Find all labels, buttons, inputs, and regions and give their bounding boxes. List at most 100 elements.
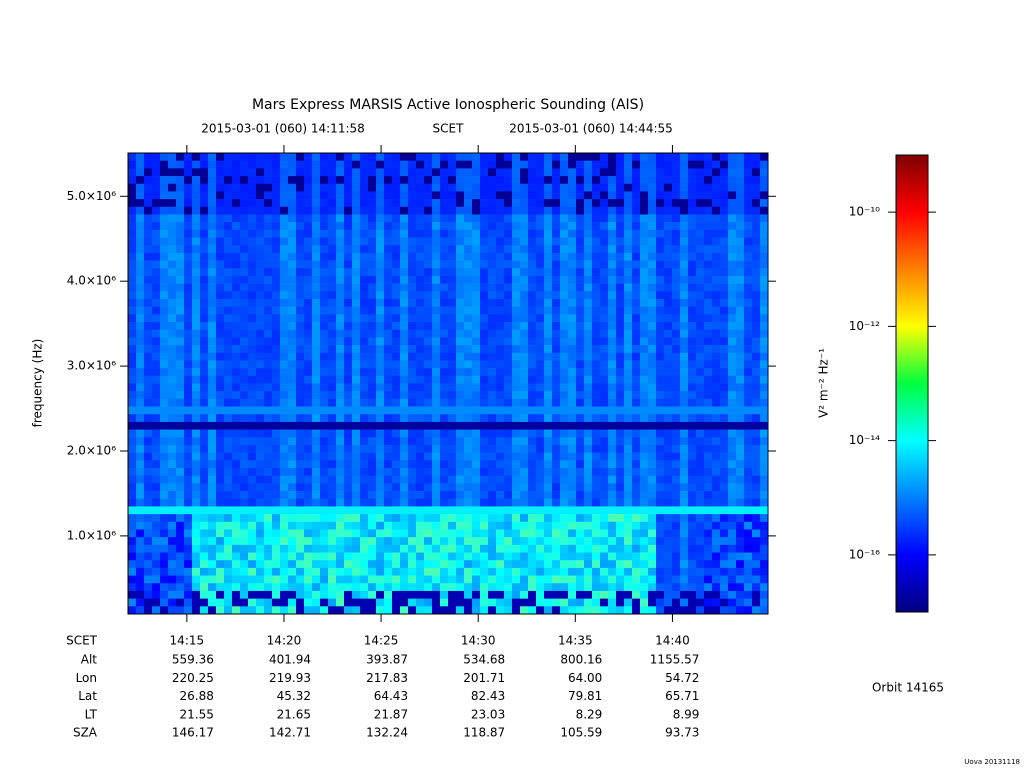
spectrogram-cell xyxy=(232,237,241,246)
spectrogram-cell xyxy=(544,229,553,238)
spectrogram-cell xyxy=(280,444,289,453)
spectrogram-cell xyxy=(328,337,337,346)
spectrogram-cell xyxy=(672,460,681,469)
spectrogram-cell xyxy=(624,552,633,561)
spectrogram-cell xyxy=(288,298,297,307)
spectrogram-cell xyxy=(480,298,489,307)
spectrogram-cell xyxy=(688,437,697,446)
spectrogram-cell xyxy=(424,375,433,384)
spectrogram-cell xyxy=(656,406,665,415)
spectrogram-cell xyxy=(240,406,249,415)
spectrogram-cell xyxy=(264,567,273,576)
spectrogram-cell xyxy=(600,491,609,500)
spectrogram-cell xyxy=(224,237,233,246)
spectrogram-cell xyxy=(648,337,657,346)
spectrogram-cell xyxy=(752,506,761,515)
spectrogram-cell xyxy=(632,352,641,361)
spectrogram-cell xyxy=(464,460,473,469)
spectrogram-cell xyxy=(152,360,161,369)
spectrogram-cell xyxy=(392,521,401,530)
spectrogram-cell xyxy=(320,429,329,438)
spectrogram-cell xyxy=(424,475,433,484)
spectrogram-cell xyxy=(608,191,617,200)
spectrogram-cell xyxy=(128,452,137,461)
spectrogram-cell xyxy=(344,491,353,500)
spectrogram-cell xyxy=(688,452,697,461)
spectrogram-cell xyxy=(736,529,745,538)
spectrogram-cell xyxy=(520,421,529,430)
spectrogram-cell xyxy=(144,437,153,446)
spectrogram-cell xyxy=(328,567,337,576)
spectrogram-cell xyxy=(592,345,601,354)
spectrogram-cell xyxy=(544,391,553,400)
spectrogram-cell xyxy=(544,168,553,177)
spectrogram-cell xyxy=(480,268,489,277)
spectrogram-cell xyxy=(752,160,761,169)
spectrogram-cell xyxy=(680,468,689,476)
spectrogram-cell xyxy=(608,283,617,292)
spectrogram-cell xyxy=(600,322,609,331)
spectrogram-cell xyxy=(560,491,569,500)
spectrogram-cell xyxy=(528,368,537,377)
spectrogram-cell xyxy=(176,199,185,208)
spectrogram-cell xyxy=(320,598,329,607)
spectrogram-cell xyxy=(616,222,625,231)
spectrogram-cell xyxy=(464,245,473,254)
spectrogram-cell xyxy=(208,345,217,354)
spectrogram-cell xyxy=(752,183,761,192)
spectrogram-cell xyxy=(504,176,513,185)
spectrogram-cell xyxy=(352,329,361,338)
spectrogram-cell xyxy=(608,214,617,223)
spectrogram-cell xyxy=(752,514,761,523)
spectrogram-cell xyxy=(536,560,545,569)
spectrogram-cell xyxy=(536,222,545,231)
spectrogram-cell xyxy=(176,383,185,392)
spectrogram-cell xyxy=(160,429,169,438)
spectrogram-cell xyxy=(728,491,737,500)
spectrogram-cell xyxy=(544,452,553,461)
spectrogram-cell xyxy=(752,521,761,530)
spectrogram-cell xyxy=(328,237,337,246)
spectrogram-cell xyxy=(328,583,337,592)
spectrogram-cell xyxy=(680,360,689,369)
spectrogram-cell xyxy=(280,199,289,208)
spectrogram-cell xyxy=(440,345,449,354)
spectrogram-cell xyxy=(448,398,457,407)
spectrogram-cell xyxy=(264,345,273,354)
spectrogram-cell xyxy=(232,199,241,208)
spectrogram-cell xyxy=(632,429,641,438)
spectrogram-cell xyxy=(504,352,513,361)
spectrogram-cell xyxy=(392,575,401,584)
spectrogram-cell xyxy=(272,153,281,161)
spectrogram-cell xyxy=(608,298,617,307)
spectrogram-cell xyxy=(496,421,505,430)
spectrogram-cell xyxy=(552,460,561,469)
spectrogram-cell xyxy=(688,429,697,438)
spectrogram-cell xyxy=(568,268,577,277)
spectrogram-cell xyxy=(752,176,761,185)
spectrogram-cell xyxy=(672,314,681,323)
spectrogram-cell xyxy=(336,544,345,553)
spectrogram-cell xyxy=(160,575,169,584)
spectrogram-cell xyxy=(432,368,441,377)
spectrogram-cell xyxy=(224,483,233,492)
spectrogram-cell xyxy=(528,199,537,208)
spectrogram-cell xyxy=(400,298,409,307)
spectrogram-cell xyxy=(752,275,761,284)
spectrogram-cell xyxy=(328,575,337,584)
spectrogram-cell xyxy=(392,222,401,231)
spectrogram-cell xyxy=(400,275,409,284)
spectrogram-cell xyxy=(544,206,553,215)
spectrogram-cell xyxy=(464,168,473,177)
spectrogram-cell xyxy=(536,322,545,331)
spectrogram-cell xyxy=(184,368,193,377)
spectrogram-cell xyxy=(264,514,273,523)
spectrogram-cell xyxy=(240,460,249,469)
spectrogram-cell xyxy=(536,498,545,507)
spectrogram-cell xyxy=(232,514,241,523)
spectrogram-cell xyxy=(688,460,697,469)
spectrogram-cell xyxy=(496,191,505,200)
spectrogram-cell xyxy=(544,375,553,384)
spectrogram-cell xyxy=(136,298,145,307)
spectrogram-cell xyxy=(424,452,433,461)
